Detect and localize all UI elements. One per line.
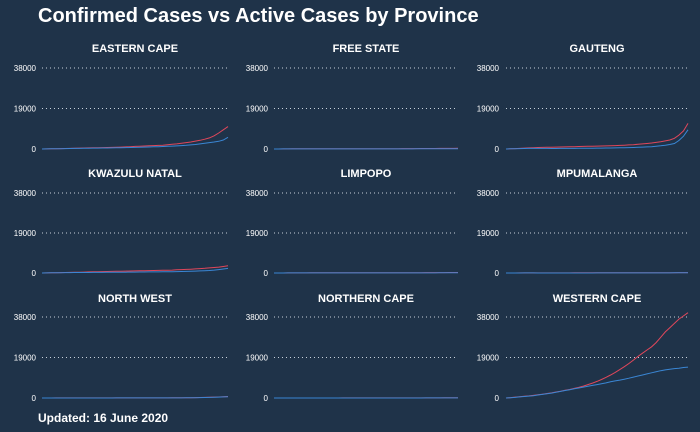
y-tick-label: 0 bbox=[32, 145, 37, 154]
y-tick-label: 0 bbox=[264, 145, 269, 154]
series-line-confirmed bbox=[41, 126, 229, 150]
series-line-active bbox=[505, 366, 689, 399]
y-tick-label: 38000 bbox=[246, 189, 269, 198]
y-tick-label: 0 bbox=[32, 269, 37, 278]
y-tick-label: 19000 bbox=[246, 105, 269, 114]
y-tick-label: 19000 bbox=[477, 229, 500, 238]
y-tick-label: 38000 bbox=[477, 313, 500, 322]
panel-kwazulu-natal: KWAZULU NATAL 0 19000 38000 bbox=[14, 168, 229, 278]
y-tick-label: 38000 bbox=[246, 64, 269, 73]
panel-gauteng: GAUTENG 0 19000 38000 bbox=[477, 43, 689, 154]
panel-title: MPUMALANGA bbox=[557, 168, 638, 180]
y-tick-label: 19000 bbox=[246, 229, 269, 238]
panel-mpumalanga: MPUMALANGA 0 19000 38000 bbox=[477, 168, 688, 278]
updated-note: Updated: 16 June 2020 bbox=[38, 411, 169, 425]
panel-title: WESTERN CAPE bbox=[553, 293, 642, 305]
y-tick-label: 0 bbox=[32, 394, 37, 403]
panel-title: LIMPOPO bbox=[341, 168, 392, 180]
panel-western-cape: WESTERN CAPE 0 19000 38000 bbox=[477, 293, 689, 403]
y-tick-label: 19000 bbox=[477, 354, 500, 363]
chart-title: Confirmed Cases vs Active Cases by Provi… bbox=[38, 5, 479, 27]
y-tick-label: 38000 bbox=[246, 313, 269, 322]
y-tick-label: 0 bbox=[495, 394, 500, 403]
series-line-confirmed bbox=[505, 312, 689, 399]
panel-title: KWAZULU NATAL bbox=[88, 168, 182, 180]
y-tick-label: 0 bbox=[264, 394, 269, 403]
series-line-active bbox=[505, 129, 689, 150]
y-tick-label: 0 bbox=[495, 269, 500, 278]
panel-free-state: FREE STATE 0 19000 38000 bbox=[246, 43, 459, 154]
series-line-active bbox=[41, 136, 229, 150]
panel-title: FREE STATE bbox=[333, 43, 400, 55]
y-tick-label: 19000 bbox=[477, 105, 500, 114]
y-tick-label: 19000 bbox=[14, 354, 37, 363]
series-line-confirmed bbox=[505, 123, 689, 150]
y-tick-label: 38000 bbox=[477, 64, 500, 73]
y-tick-label: 38000 bbox=[14, 189, 37, 198]
panel-title: EASTERN CAPE bbox=[92, 43, 178, 55]
y-tick-label: 0 bbox=[495, 145, 500, 154]
y-tick-label: 19000 bbox=[246, 354, 269, 363]
panel-title: NORTH WEST bbox=[98, 293, 172, 305]
y-tick-label: 38000 bbox=[14, 313, 37, 322]
y-tick-label: 38000 bbox=[14, 64, 37, 73]
y-tick-label: 38000 bbox=[477, 189, 500, 198]
panel-north-west: NORTH WEST 0 19000 38000 bbox=[14, 293, 229, 403]
panel-title: GAUTENG bbox=[570, 43, 625, 55]
panel-northern-cape: NORTHERN CAPE 0 19000 38000 bbox=[246, 293, 458, 403]
series-line-active bbox=[41, 267, 229, 274]
series-line-active bbox=[42, 396, 229, 399]
y-tick-label: 19000 bbox=[14, 105, 37, 114]
y-tick-label: 19000 bbox=[14, 229, 37, 238]
panel-limpopo: LIMPOPO 0 19000 38000 bbox=[246, 168, 459, 278]
panel-eastern-cape: EASTERN CAPE 0 19000 38000 bbox=[14, 43, 229, 154]
panel-title: NORTHERN CAPE bbox=[318, 293, 414, 305]
y-tick-label: 0 bbox=[264, 269, 269, 278]
